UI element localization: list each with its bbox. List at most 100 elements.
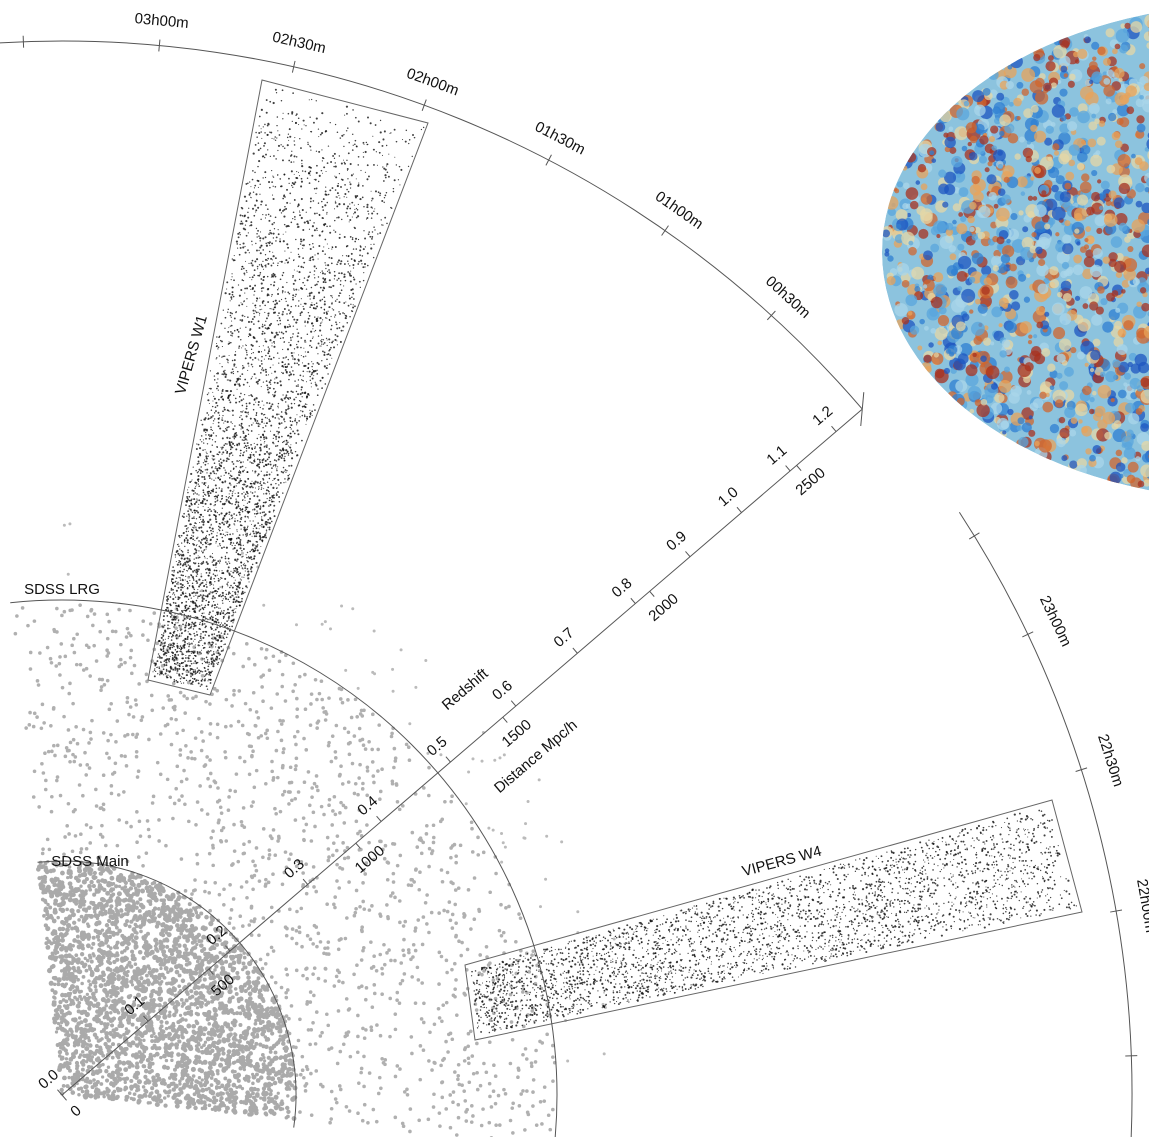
cmb-spot	[1103, 213, 1118, 227]
cmb-spot	[887, 207, 896, 217]
cmb-spot	[1077, 318, 1091, 332]
cmb-spot	[1103, 77, 1111, 85]
sdss-main-point	[99, 896, 105, 902]
cmb-spot	[961, 288, 976, 303]
cmb-spot	[920, 211, 933, 224]
sdss-main-point	[231, 1082, 237, 1088]
cmb-spot	[954, 126, 969, 141]
cmb-spot	[943, 367, 951, 375]
cmb-spot	[1076, 241, 1081, 246]
cmb-spot	[1081, 426, 1088, 434]
sdss-main-point	[168, 1010, 172, 1014]
cmb-spot	[1059, 36, 1071, 48]
cmb-spot	[1083, 256, 1095, 268]
cmb-spot	[967, 215, 975, 224]
cmb-spot	[1055, 399, 1064, 408]
cmb-spot	[1068, 73, 1076, 81]
cmb-spot	[1059, 191, 1071, 203]
sdss-main-point	[239, 988, 244, 994]
cmb-spot	[1096, 136, 1106, 146]
cmb-spot	[1053, 327, 1066, 340]
sdss-main-point	[202, 1026, 208, 1032]
cmb-spot	[1084, 237, 1089, 243]
cmb-spot	[937, 314, 950, 327]
cmb-spot	[996, 236, 1005, 245]
cmb-spot	[956, 270, 968, 282]
cmb-spot	[905, 151, 917, 163]
cmb-spot	[950, 268, 958, 276]
cmb-spot	[944, 184, 956, 196]
sdss-main-point	[60, 1056, 65, 1061]
cmb-spot	[1089, 264, 1103, 278]
cmb-spot	[1124, 22, 1131, 29]
cmb-spot	[1136, 123, 1146, 133]
cmb-spot	[1000, 420, 1010, 430]
sdss-main-point	[159, 1019, 164, 1024]
cmb-spot	[930, 327, 937, 334]
sdss-main-point	[125, 919, 130, 924]
sdss-main-point	[199, 1068, 205, 1074]
cmb-spot	[1097, 384, 1112, 399]
cmb-spot	[957, 286, 963, 292]
cmb-spot	[1126, 106, 1135, 115]
cmb-spot	[1082, 385, 1092, 396]
cmb-spot	[947, 345, 958, 355]
cmb-spot	[993, 149, 1006, 162]
cmb-spot	[1097, 286, 1105, 294]
cmb-spot	[1091, 41, 1100, 50]
cmb-spot	[1139, 161, 1149, 171]
cmb-spot	[886, 276, 896, 286]
sdss-main-point	[130, 949, 135, 954]
sdss-main-point	[134, 1037, 139, 1041]
cmb-spot	[931, 158, 937, 163]
cmb-spot	[1070, 417, 1078, 424]
cmb-spot	[1105, 371, 1117, 383]
cmb-spot	[1118, 182, 1131, 195]
cmb-spot	[998, 323, 1003, 328]
sdss-main-point	[141, 1085, 146, 1089]
cmb-spot	[1105, 98, 1112, 105]
cmb-spot	[894, 188, 900, 194]
cmb-spot	[1018, 210, 1024, 216]
sdss-main-point	[72, 938, 77, 943]
cmb-spot	[894, 303, 908, 317]
sdss-main-point	[88, 982, 93, 987]
cmb-spot	[1013, 97, 1022, 107]
cmb-spot	[1117, 389, 1127, 399]
cmb-spot	[988, 69, 999, 81]
cmb-spot	[974, 226, 981, 234]
cmb-spot	[932, 220, 947, 234]
cmb-spot	[973, 336, 983, 345]
cmb-spot	[1135, 182, 1145, 193]
sdss-main-point	[186, 1023, 192, 1029]
cmb-spot	[1092, 338, 1101, 347]
sdss-main-point	[177, 943, 182, 948]
cmb-spot	[1053, 150, 1060, 156]
cmb-spot	[1059, 55, 1071, 68]
cmb-spot	[1030, 176, 1035, 181]
cmb-spot	[969, 135, 978, 144]
cmb-spot	[1024, 362, 1034, 372]
cmb-spot	[905, 294, 918, 307]
cmb-spot	[1123, 320, 1134, 331]
sdss-main-point	[127, 1065, 132, 1069]
cmb-spot	[1078, 419, 1083, 424]
cmb-spot	[1005, 276, 1018, 289]
cmb-spot	[1028, 415, 1033, 420]
cmb-spot	[1119, 44, 1129, 54]
sdss-main-point	[123, 922, 128, 928]
cmb-spot	[990, 221, 997, 229]
cmb-spot	[1058, 338, 1072, 351]
cmb-spot	[1052, 143, 1060, 151]
cmb-spot	[1001, 339, 1011, 348]
cmb-spot	[915, 180, 921, 185]
cmb-spot	[1051, 302, 1065, 316]
cmb-spot	[1079, 181, 1092, 194]
sdss-main-point	[164, 1058, 169, 1063]
cmb-spot	[1112, 359, 1121, 368]
cmb-spot	[1002, 430, 1007, 435]
sdss-main-point	[152, 1043, 157, 1048]
sdss-main-point	[55, 1026, 60, 1031]
cmb-spot	[938, 169, 947, 178]
